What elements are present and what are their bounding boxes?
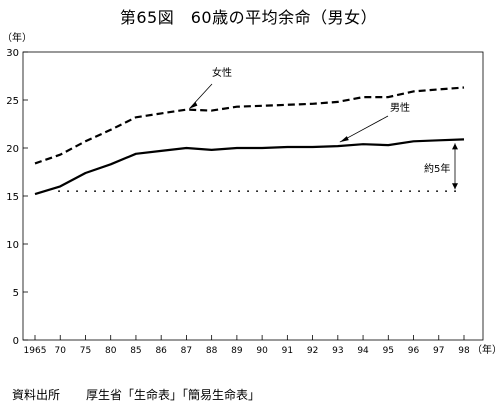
x-tick-label: 1965 — [24, 346, 47, 356]
y-tick-label: 15 — [6, 192, 19, 203]
x-tick-label: 86 — [155, 346, 167, 356]
y-tick-label: 5 — [13, 288, 19, 299]
series-label-male: 男性 — [390, 101, 410, 114]
source-note: 資料出所 厚生省「生命表」「簡易生命表」 — [12, 386, 260, 403]
gap-arrowhead-top — [452, 143, 458, 150]
x-tick-label: 97 — [433, 346, 444, 356]
x-tick-label: 85 — [130, 346, 141, 356]
female-leader-arrowhead — [189, 101, 198, 109]
x-tick-label: 98 — [458, 346, 470, 356]
y-tick-label: 10 — [6, 240, 19, 251]
axes: 0 5 10 15 20 25 30 1965 70 75 80 85 86 87 88 89 90 91 92 93… — [2, 31, 497, 356]
x-tick-label: 75 — [80, 346, 91, 356]
x-tick-label: 88 — [206, 346, 218, 356]
series-line-0 — [34, 86, 465, 165]
y-axis-label: （年） — [2, 31, 32, 44]
x-tick-label: 92 — [307, 346, 318, 356]
y-tick-label: 0 — [13, 336, 19, 347]
series-label-female: 女性 — [212, 66, 232, 79]
x-tick-label: 91 — [282, 346, 293, 356]
y-tick-label: 30 — [6, 48, 19, 59]
gap-arrowhead-bottom — [452, 183, 458, 190]
series-line-1 — [34, 138, 465, 196]
x-tick-label: 87 — [181, 346, 192, 356]
x-tick-label: 94 — [357, 346, 369, 356]
y-tick-label: 25 — [6, 96, 19, 107]
series-group — [34, 86, 465, 196]
x-tick-label: 95 — [383, 346, 394, 356]
x-tick-label: 90 — [256, 346, 268, 356]
x-tick-label: 96 — [408, 346, 420, 356]
y-tick-label: 20 — [6, 144, 19, 155]
x-tick-label: 70 — [55, 346, 67, 356]
x-axis-label: （年） — [472, 343, 497, 356]
x-tick-label: 89 — [231, 346, 243, 356]
source-text: 厚生省「生命表」「簡易生命表」 — [86, 388, 261, 402]
male-leader-line — [339, 115, 389, 143]
chart-title: 第65図 60歳の平均余命（男女） — [119, 8, 378, 27]
gap-label: 約5年 — [424, 162, 450, 175]
source-label: 資料出所 — [12, 388, 61, 402]
plot-frame — [22, 51, 484, 341]
x-tick-label: 80 — [105, 346, 117, 356]
male-leader-arrowhead — [339, 136, 349, 143]
x-tick-label: 93 — [332, 346, 343, 356]
